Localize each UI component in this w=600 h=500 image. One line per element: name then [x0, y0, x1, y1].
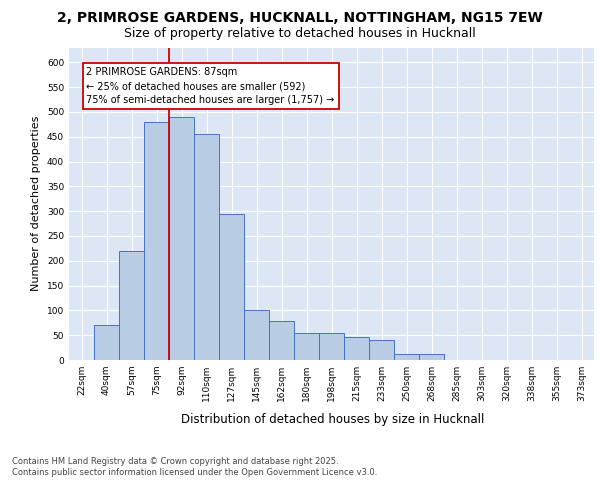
Bar — [219, 214, 244, 360]
Text: 2 PRIMROSE GARDENS: 87sqm
← 25% of detached houses are smaller (592)
75% of semi: 2 PRIMROSE GARDENS: 87sqm ← 25% of detac… — [86, 68, 335, 106]
Bar — [169, 117, 194, 360]
Bar — [244, 310, 269, 360]
Text: Distribution of detached houses by size in Hucknall: Distribution of detached houses by size … — [181, 412, 485, 426]
Bar — [394, 354, 419, 360]
Text: Contains HM Land Registry data © Crown copyright and database right 2025.
Contai: Contains HM Land Registry data © Crown c… — [12, 458, 377, 477]
Bar — [94, 326, 119, 360]
Bar — [119, 251, 144, 360]
Bar — [194, 134, 219, 360]
Text: 2, PRIMROSE GARDENS, HUCKNALL, NOTTINGHAM, NG15 7EW: 2, PRIMROSE GARDENS, HUCKNALL, NOTTINGHA… — [57, 11, 543, 25]
Bar — [369, 340, 394, 360]
Bar — [269, 322, 294, 360]
Bar — [319, 332, 344, 360]
Y-axis label: Number of detached properties: Number of detached properties — [31, 116, 41, 292]
Bar — [294, 332, 319, 360]
Bar — [344, 337, 369, 360]
Text: Size of property relative to detached houses in Hucknall: Size of property relative to detached ho… — [124, 28, 476, 40]
Bar — [419, 354, 444, 360]
Bar — [144, 122, 169, 360]
